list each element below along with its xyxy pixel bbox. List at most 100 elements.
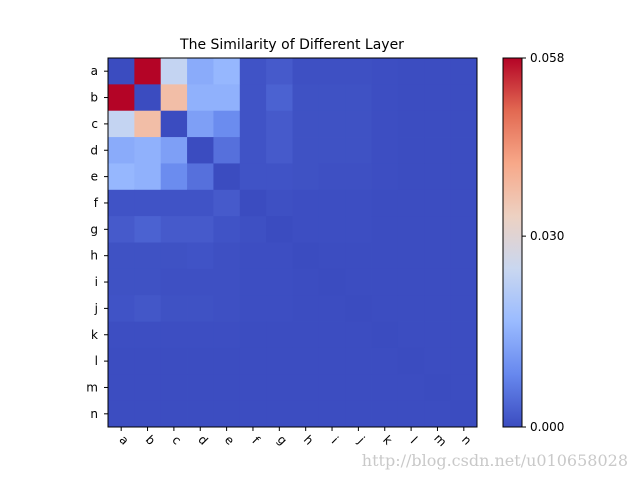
heatmap-cell <box>450 58 478 85</box>
heatmap-cell <box>318 137 346 164</box>
heatmap-cell <box>345 137 372 164</box>
heatmap-cell <box>371 242 399 270</box>
heatmap-cell <box>108 84 135 112</box>
heatmap-cell <box>213 58 241 85</box>
heatmap-cell <box>266 347 293 375</box>
y-tick-label: d <box>90 143 98 157</box>
x-tick-label: d <box>195 433 210 448</box>
heatmap-cell <box>134 295 162 322</box>
heatmap-cell <box>450 242 478 270</box>
heatmap-cell <box>160 347 188 375</box>
heatmap-cell <box>108 189 135 217</box>
heatmap-cell <box>292 374 320 402</box>
x-tick-label: l <box>408 434 420 446</box>
y-tick-label: f <box>94 196 99 210</box>
heatmap-cell <box>239 374 267 402</box>
heatmap-cell <box>213 374 241 402</box>
heatmap-cell <box>134 163 162 191</box>
heatmap-cell <box>397 374 425 402</box>
heatmap-cell <box>213 110 241 138</box>
heatmap-cell <box>371 374 399 402</box>
y-tick-label: n <box>90 407 98 421</box>
heatmap-cell <box>450 295 478 322</box>
heatmap-cell <box>345 321 372 349</box>
heatmap-cell <box>266 268 293 296</box>
heatmap-cell <box>345 216 372 243</box>
heatmap-cell <box>239 163 267 191</box>
heatmap-cell <box>213 242 241 270</box>
x-tick-label: h <box>301 433 316 448</box>
heatmap-cell <box>450 137 478 164</box>
heatmap-cell <box>213 163 241 191</box>
heatmap-cell <box>450 163 478 191</box>
colorbar-tick-label: 0.058 <box>530 51 564 65</box>
y-tick-label: e <box>91 170 98 184</box>
heatmap-cell <box>345 189 372 217</box>
heatmap-cell <box>397 163 425 191</box>
y-tick-label: h <box>90 249 98 263</box>
heatmap-cell <box>187 110 214 138</box>
heatmap-cell <box>239 295 267 322</box>
heatmap-cell <box>187 268 214 296</box>
heatmap-cell <box>292 400 320 428</box>
heatmap-cell <box>160 400 188 428</box>
x-tick-label: a <box>116 433 131 448</box>
heatmap-cell <box>266 58 293 85</box>
y-tick-label: l <box>95 354 98 368</box>
heatmap-cell <box>397 400 425 428</box>
x-tick-label: j <box>354 433 367 446</box>
heatmap-cell <box>239 137 267 164</box>
heatmap-cell <box>397 110 425 138</box>
y-tick-label: j <box>94 301 98 315</box>
heatmap-cell <box>318 400 346 428</box>
heatmap-cell <box>239 347 267 375</box>
heatmap-cell <box>134 216 162 243</box>
heatmap-cell <box>292 242 320 270</box>
heatmap-cell <box>187 216 214 243</box>
heatmap-cell <box>134 268 162 296</box>
heatmap-cell <box>108 295 135 322</box>
heatmap-cell <box>187 137 214 164</box>
heatmap-cell <box>371 58 399 85</box>
heatmap-cell <box>397 242 425 270</box>
x-tick-label: e <box>222 433 237 448</box>
heatmap-cell <box>318 268 346 296</box>
heatmap-cell <box>134 374 162 402</box>
heatmap-cell <box>424 347 452 375</box>
heatmap-cell <box>187 242 214 270</box>
heatmap-cell <box>160 189 188 217</box>
heatmap-cell <box>160 242 188 270</box>
heatmap-cell <box>345 163 372 191</box>
heatmap-cell <box>424 189 452 217</box>
heatmap-cell <box>213 137 241 164</box>
colorbar-tick-label: 0.000 <box>530 420 564 434</box>
heatmap-cell <box>424 321 452 349</box>
heatmap-cell <box>187 58 214 85</box>
x-tick-label: g <box>275 433 290 448</box>
heatmap-cell <box>318 374 346 402</box>
heatmap-cell <box>371 347 399 375</box>
heatmap-cell <box>213 189 241 217</box>
colorbar-tick-label: 0.030 <box>530 229 564 243</box>
heatmap-cell <box>318 189 346 217</box>
heatmap-cell <box>187 374 214 402</box>
x-tick-label: k <box>380 433 395 448</box>
heatmap-cell <box>345 268 372 296</box>
heatmap-cell <box>371 295 399 322</box>
heatmap-cell <box>371 400 399 428</box>
heatmap-cell <box>187 321 214 349</box>
heatmap-cell <box>397 58 425 85</box>
heatmap-cells <box>108 58 478 428</box>
heatmap-cell <box>292 84 320 112</box>
heatmap-cell <box>450 216 478 243</box>
heatmap-cell <box>108 347 135 375</box>
x-tick-label: f <box>249 434 262 447</box>
heatmap-cell <box>318 163 346 191</box>
heatmap-cell <box>292 268 320 296</box>
heatmap-cell <box>450 189 478 217</box>
heatmap-cell <box>108 58 135 85</box>
heatmap-cell <box>134 242 162 270</box>
heatmap-cell <box>213 321 241 349</box>
